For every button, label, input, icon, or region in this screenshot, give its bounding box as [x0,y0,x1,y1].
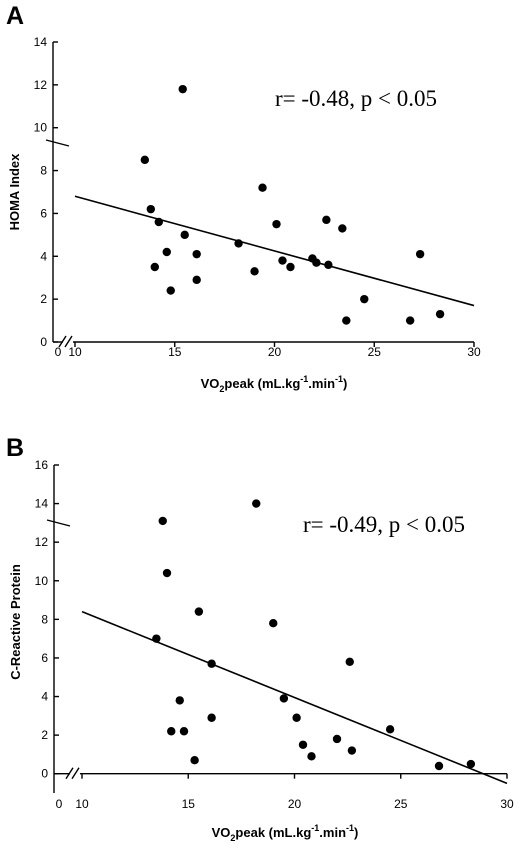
regression-line [74,195,475,307]
data-point [307,752,316,761]
data-point [234,239,243,248]
x-tick-label: 10 [68,345,82,359]
x-axis-break-mark [71,767,80,780]
data-point [292,713,301,722]
data-point [178,84,187,94]
y-tick-label: 10 [35,574,49,588]
panel-a-marks: 0 2 4 6 8 10 12 14 10 15 20 25 30 0 [34,35,481,359]
x-axis-break-mark [65,767,74,780]
data-point [278,256,287,265]
x-tick-label: 0 [56,797,63,811]
y-tick-label: 4 [40,249,47,263]
data-point [322,215,331,225]
data-point [258,183,267,192]
correlation-annotation: r= -0.49, p < 0.05 [303,512,465,537]
data-point [250,267,259,276]
y-axis-label: HOMA Index [7,153,22,231]
data-point [180,230,189,240]
data-point [190,756,199,765]
data-point [192,275,201,285]
y-tick-label: 14 [34,35,48,49]
panel-a: A 0 2 4 6 8 10 12 14 10 15 20 25 30 0 r= -0.48, p < 0… [6,2,481,394]
data-point [167,727,176,736]
data-point [175,696,184,705]
x-tick-label: 10 [75,797,89,811]
data-point [150,262,159,272]
y-tick-label: 12 [34,78,48,92]
data-point [342,316,351,325]
x-axis-label: VO2peak (mL.kg-1.min-1) [212,823,359,843]
panel-label: B [6,434,24,462]
data-point [347,746,357,755]
x-tick-label: 20 [288,797,302,811]
y-tick-label: 16 [35,458,49,472]
y-tick-label: 14 [35,497,49,511]
y-tick-label: 2 [40,292,47,306]
y-tick-label: 6 [41,651,48,665]
x-tick-label: 0 [55,345,62,359]
y-tick-label: 0 [40,335,47,349]
data-point [162,568,172,578]
data-point [332,734,342,744]
data-point [162,247,171,257]
data-point [415,249,425,259]
y-axis-break-mark [45,139,70,147]
y-tick-label: 8 [40,164,47,178]
data-point [298,740,308,749]
data-point [146,204,156,214]
data-point [140,155,150,165]
data-point [345,657,354,666]
x-axis-break-mark [64,335,73,348]
data-point [154,217,163,227]
y-tick-label: 2 [41,728,48,742]
x-axis-break-mark [58,335,67,348]
data-point [252,499,261,508]
data-point [269,619,278,628]
data-point [312,258,321,267]
x-tick-label: 25 [368,345,382,359]
data-point [272,219,281,229]
x-tick-label: 25 [394,797,408,811]
data-point [207,713,216,722]
y-tick-label: 0 [41,767,48,781]
x-axis-label: VO2peak (mL.kg-1.min-1) [201,374,348,394]
data-point [179,727,189,736]
x-tick-label: 30 [500,797,514,811]
regression-line [81,610,508,785]
data-point [466,759,476,769]
panel-b-marks: 0 2 4 6 8 10 12 14 16 10 15 20 25 30 0 [35,458,514,811]
data-point [158,516,167,526]
y-tick-label: 4 [41,690,48,704]
y-tick-label: 10 [34,121,48,135]
data-point [405,316,415,325]
x-tick-label: 15 [168,345,182,359]
data-point [360,294,369,304]
data-point [385,725,395,734]
data-point [207,659,216,668]
data-point [286,262,295,272]
y-tick-label: 8 [41,612,48,626]
correlation-annotation: r= -0.48, p < 0.05 [275,86,437,111]
data-point [166,286,175,295]
data-point [338,224,347,233]
x-tick-label: 20 [268,345,282,359]
panel-b: B 0 2 4 6 8 10 12 14 16 10 15 20 25 30 0 r= -0.49, p <… [6,434,514,843]
x-tick-label: 30 [467,345,481,359]
data-point [192,249,201,259]
data-point [435,309,445,319]
data-point [324,260,333,270]
y-axis-break-mark [46,519,71,527]
data-point [434,761,444,771]
x-tick-label: 15 [182,797,196,811]
y-axis-label: C-Reactive Protein [8,564,23,680]
data-point [279,694,289,703]
y-tick-label: 6 [40,206,47,220]
y-tick-label: 12 [35,535,49,549]
data-point [194,607,204,616]
data-point [152,634,161,643]
panel-label: A [6,2,24,30]
